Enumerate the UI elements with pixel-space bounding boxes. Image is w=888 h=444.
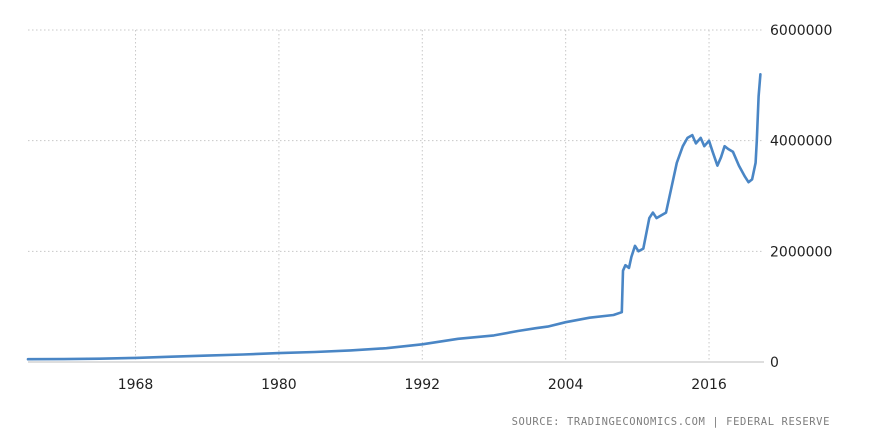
x-tick-label: 1968 [118,377,154,393]
x-axis-ticks: 1968 1980 1992 2004 2016 [118,377,727,393]
series-line [26,73,762,361]
y-tick-label: 0 [770,355,779,371]
y-tick-label: 6000000 [770,23,832,39]
y-tick-label: 4000000 [770,134,832,150]
x-gridlines [135,30,710,362]
x-tick-label: 2016 [691,377,727,393]
y-axis-ticks: 0 2000000 4000000 6000000 [770,23,832,371]
y-gridlines [28,29,764,363]
plot-area [26,73,762,361]
x-tick-label: 2004 [548,377,584,393]
x-tick-label: 1992 [404,377,440,393]
source-note: SOURCE: TRADINGECONOMICS.COM | FEDERAL R… [511,416,830,428]
x-tick-label: 1980 [261,377,297,393]
y-tick-label: 2000000 [770,244,832,260]
